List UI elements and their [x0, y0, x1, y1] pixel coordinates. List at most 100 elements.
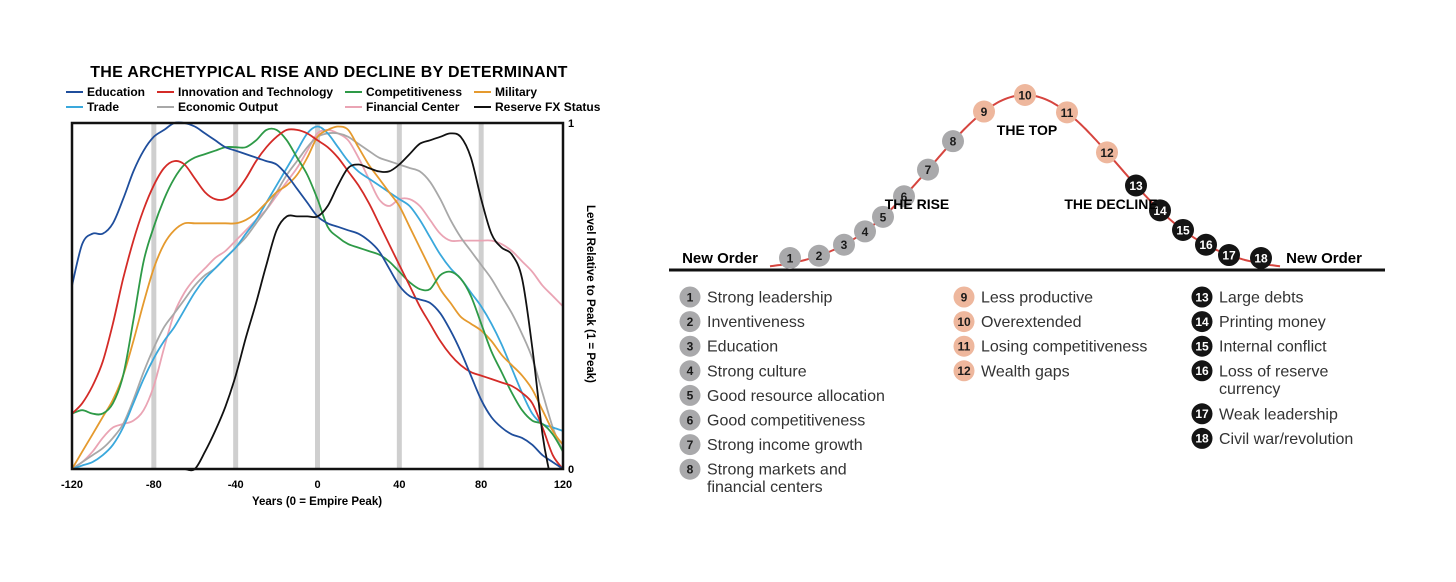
chart-title: THE ARCHETYPICAL RISE AND DECLINE BY DET…	[90, 64, 568, 81]
stage-label-11: Losing competitiveness	[981, 339, 1147, 356]
list-badge-10	[953, 311, 975, 333]
legend-label-innovation-and-technology: Innovation and Technology	[178, 85, 333, 99]
list-badge-number: 14	[1195, 315, 1209, 329]
list-badge-14	[1191, 311, 1213, 333]
series-line-military	[71, 125, 564, 470]
list-badge-number: 13	[1195, 290, 1209, 304]
list-badge-number: 3	[687, 340, 694, 354]
list-badge-17	[1191, 403, 1213, 425]
stage-node-number: 2	[816, 249, 823, 263]
x-axis-label: Years (0 = Empire Peak)	[252, 496, 382, 508]
stage-label-13: Large debts	[1219, 290, 1304, 307]
x-tick-label: -120	[61, 479, 83, 491]
list-badge-number: 5	[687, 389, 694, 403]
list-badge-5	[679, 384, 701, 406]
stage-label-14: Printing money	[1219, 314, 1326, 331]
y-axis-ticks: 01	[568, 118, 574, 476]
stage-label-8-line2: financial centers	[707, 479, 823, 496]
y-tick-label: 1	[568, 118, 574, 130]
list-badge-2	[679, 311, 701, 333]
stage-label-18: Civil war/revolution	[1219, 431, 1353, 448]
stage-node-18	[1250, 247, 1272, 269]
phase-top-label: THE TOP	[997, 122, 1057, 138]
series-line-innovation-and-technology	[71, 128, 564, 470]
plot-frame	[70, 121, 565, 471]
stage-node-number: 9	[981, 105, 988, 119]
stage-node-11	[1056, 101, 1078, 124]
stage-node-12	[1096, 141, 1118, 164]
x-tick-label: 40	[393, 479, 405, 491]
list-badge-3	[679, 335, 701, 357]
stage-label-17: Weak leadership	[1219, 406, 1338, 423]
stage-label-3: Education	[707, 339, 778, 356]
legend-label-economic-output: Economic Output	[178, 100, 278, 114]
list-badge-15	[1191, 335, 1213, 357]
list-badge-number: 16	[1195, 364, 1209, 378]
legend-label-financial-center: Financial Center	[366, 100, 460, 114]
list-badge-number: 6	[687, 413, 694, 427]
stage-label-4: Strong culture	[707, 363, 807, 380]
stage-node-8	[942, 130, 964, 153]
series-line-reserve-fx-status	[184, 132, 550, 472]
stage-label-9: Less productive	[981, 290, 1093, 307]
x-tick-label: -40	[228, 479, 244, 491]
stage-node-number: 12	[1100, 146, 1114, 160]
stage-node-2	[808, 244, 830, 267]
list-badge-number: 12	[957, 364, 971, 378]
phase-decline-label: THE DECLINE	[1064, 196, 1157, 212]
series-line-competitiveness	[71, 127, 564, 453]
stage-label-8: Strong markets and	[707, 462, 847, 479]
list-badge-number: 9	[961, 290, 968, 304]
list-badge-18	[1191, 427, 1213, 449]
stage-node-number: 7	[925, 163, 932, 177]
list-badge-number: 18	[1195, 432, 1209, 446]
list-badge-16	[1191, 360, 1213, 382]
series-line-trade	[71, 125, 564, 470]
list-badge-11	[953, 335, 975, 357]
series-line-financial-center	[71, 128, 564, 470]
stage-node-number: 16	[1199, 238, 1213, 252]
new-order-left-label: New Order	[682, 250, 758, 267]
stage-node-4	[854, 220, 876, 243]
list-badge-number: 7	[687, 438, 694, 452]
list-badge-1	[679, 286, 701, 308]
stage-node-number: 4	[862, 225, 869, 239]
list-badge-12	[953, 360, 975, 382]
stage-node-number: 11	[1061, 106, 1074, 120]
stage-label-2: Inventiveness	[707, 314, 805, 331]
stage-node-17	[1218, 244, 1240, 267]
list-badge-number: 1	[687, 290, 694, 304]
stage-node-number: 15	[1176, 223, 1190, 237]
stage-node-number: 3	[841, 238, 848, 252]
phase-rise-label: THE RISE	[885, 196, 950, 212]
y-tick-label: 0	[568, 464, 574, 476]
stage-label-15: Internal conflict	[1219, 339, 1327, 356]
stage-label-10: Overextended	[981, 314, 1082, 331]
stage-node-7	[917, 158, 939, 181]
list-badge-number: 10	[957, 315, 971, 329]
chart-series	[71, 121, 564, 472]
stage-label-1: Strong leadership	[707, 290, 833, 307]
stage-node-1	[779, 247, 801, 269]
stage-node-13	[1125, 174, 1147, 197]
legend-label-military: Military	[495, 85, 537, 99]
stage-label-7: Strong income growth	[707, 437, 863, 454]
stage-node-number: 1	[787, 252, 794, 266]
stage-node-number: 5	[880, 210, 887, 224]
stage-node-15	[1172, 218, 1194, 241]
new-order-right-label: New Order	[1286, 250, 1362, 267]
stage-label-6: Good competitiveness	[707, 413, 865, 430]
stage-label-16: Loss of reserve	[1219, 363, 1328, 380]
list-badge-9	[953, 286, 975, 308]
stage-label-5: Good resource allocation	[707, 388, 885, 405]
list-badge-number: 2	[687, 315, 694, 329]
stage-node-14	[1149, 199, 1171, 222]
x-tick-label: 0	[314, 479, 320, 491]
list-badge-number: 11	[958, 340, 971, 354]
list-badge-4	[679, 360, 701, 382]
x-tick-label: 120	[554, 479, 572, 491]
list-badge-number: 8	[687, 463, 694, 477]
stage-node-5	[872, 205, 894, 228]
